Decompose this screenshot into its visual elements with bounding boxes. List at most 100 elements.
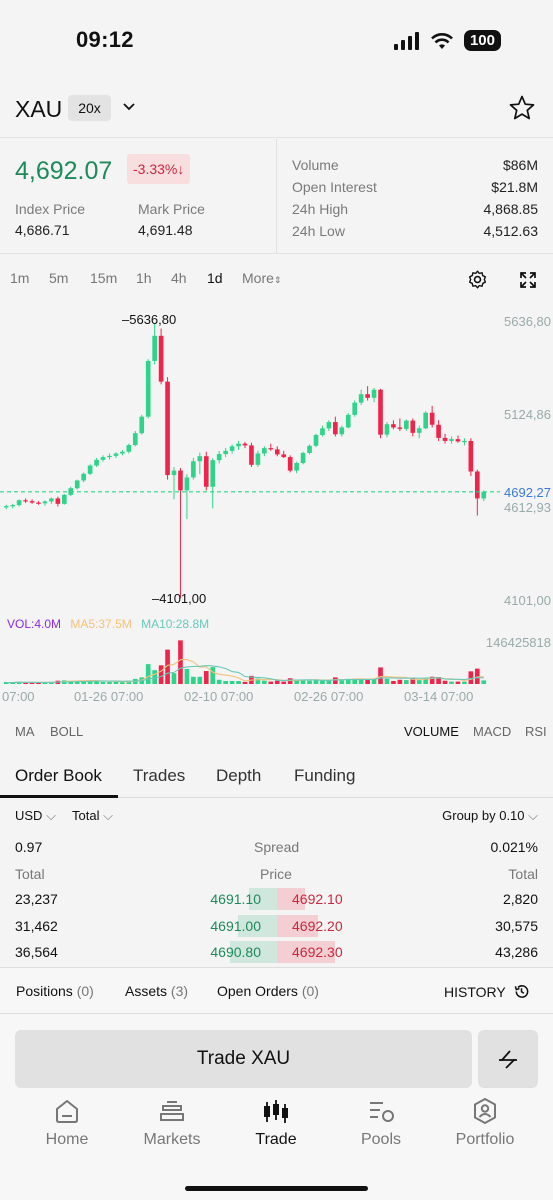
volume-bar — [468, 671, 474, 684]
candle-body — [126, 445, 132, 452]
candle-body — [242, 443, 248, 446]
indicator-rsi[interactable]: RSI — [525, 724, 547, 739]
ask-depth-bar — [277, 888, 305, 910]
nav-trade[interactable]: Trade — [231, 1096, 321, 1149]
tab-funding[interactable]: Funding — [294, 766, 356, 785]
nav-pools[interactable]: Pools — [336, 1096, 426, 1149]
timeframe-1h[interactable]: 1h — [136, 270, 152, 286]
candle-body — [384, 424, 390, 435]
indicator-macd[interactable]: MACD — [473, 724, 512, 739]
candle-body — [300, 452, 306, 464]
volume-bar — [36, 682, 41, 684]
candle-body — [287, 457, 293, 471]
stat-volume: Volume $86M — [292, 157, 538, 173]
candle-body — [171, 470, 177, 476]
spread-row: 0.97 Spread 0.021% — [0, 839, 553, 859]
volume-bar — [120, 682, 125, 684]
timeframe-1d[interactable]: 1d — [207, 270, 223, 286]
total-mode-select[interactable]: Total ⌵ — [72, 808, 113, 824]
timeframe-5m[interactable]: 5m — [49, 270, 69, 286]
volume-bar — [474, 668, 480, 684]
indicator-boll[interactable]: BOLL — [50, 724, 84, 739]
indicator-volume[interactable]: VOLUME — [404, 724, 459, 739]
orderbook-row[interactable]: 23,237 4691.10 4692.10 2,820 — [0, 886, 553, 912]
quick-trade-button[interactable] — [478, 1030, 538, 1088]
ask-price: 4692.20 — [292, 917, 343, 934]
volume-bar — [29, 682, 35, 684]
candle-body — [100, 457, 106, 460]
tab-order-book[interactable]: Order Book — [15, 766, 102, 785]
currency-select[interactable]: USD ⌵ — [15, 808, 56, 824]
orderbook-rows: 23,237 4691.10 4692.10 2,820 31,462 4691.00 46… — [0, 886, 553, 966]
star-icon[interactable] — [508, 94, 536, 122]
timeframe-more[interactable]: More⇕ — [242, 270, 281, 286]
ask-total: 2,820 — [502, 891, 538, 907]
orderbook-row[interactable]: 31,462 4691.00 4692.20 30,575 — [0, 913, 553, 939]
nav-home[interactable]: Home — [22, 1096, 112, 1149]
ask-price: 4692.10 — [292, 891, 343, 907]
volume-bar — [216, 679, 222, 684]
x-axis-label: 01-26 07:00 — [74, 689, 144, 704]
candle-body — [216, 454, 222, 461]
symbol-name[interactable]: XAU — [15, 96, 63, 122]
volume-bar — [416, 679, 422, 684]
orderbook-row[interactable]: 36,564 4690.80 4692.30 43,286 — [0, 939, 553, 965]
volume-bar — [145, 664, 151, 684]
header-total-right: Total — [508, 866, 538, 882]
timeframe-15m[interactable]: 15m — [90, 270, 118, 286]
current-price-label: 4692,27 — [504, 485, 551, 500]
stat-24h-high: 24h High 4,868.85 — [292, 201, 538, 217]
timeframe-bar: 1m 5m 15m 1h 4h 1d More⇕ — [0, 270, 553, 292]
stat-value: $86M — [502, 157, 538, 173]
volume-bar — [152, 670, 157, 684]
volume-bar — [300, 679, 306, 684]
bottom-nav: Home Markets Trade Pools Portfolio — [0, 1096, 553, 1166]
home-indicator — [185, 1186, 368, 1191]
leverage-badge[interactable]: 20x — [68, 95, 111, 121]
volume-bar — [455, 681, 461, 684]
tab-label: Open Orders — [217, 983, 298, 999]
candle-body — [307, 445, 312, 453]
battery-indicator: 100 — [463, 30, 501, 51]
history-button[interactable]: HISTORY — [444, 983, 530, 1000]
volume-bar — [178, 640, 183, 684]
bid-price: 4691.10 — [210, 891, 261, 907]
trade-candles-icon — [264, 1100, 288, 1123]
low-marker-value: 4101,00 — [159, 591, 207, 606]
candle-body — [391, 424, 396, 428]
volume-bar — [481, 680, 487, 684]
tab-open-orders[interactable]: Open Orders (0) — [217, 983, 319, 999]
vol-label: VOL:4.0M — [7, 617, 62, 631]
candle-body — [223, 450, 228, 455]
candlestick-chart[interactable] — [0, 300, 553, 715]
indicator-ma[interactable]: MA — [15, 724, 35, 739]
candle-body — [61, 494, 67, 504]
volume-bar — [87, 680, 93, 684]
ma10-label: MA10:28.8M — [141, 617, 210, 631]
chevron-down-icon: ⌵ — [46, 808, 56, 823]
candle-body — [333, 422, 338, 435]
nav-markets[interactable]: Markets — [127, 1096, 217, 1149]
nav-portfolio[interactable]: Portfolio — [440, 1096, 530, 1149]
timeframe-4h[interactable]: 4h — [171, 270, 187, 286]
expand-icon[interactable] — [518, 270, 538, 290]
candle-body — [255, 453, 261, 465]
volume-bar — [326, 680, 332, 684]
timeframe-1m[interactable]: 1m — [10, 270, 30, 286]
candle-body — [16, 500, 22, 506]
candle-body — [423, 412, 429, 429]
gear-icon[interactable] — [467, 269, 488, 290]
trade-button[interactable]: Trade XAU — [15, 1030, 472, 1088]
group-by-select[interactable]: Group by 0.10 ⌵ — [442, 808, 538, 824]
candle-body — [416, 428, 422, 433]
tab-depth[interactable]: Depth — [216, 766, 262, 785]
volume-bar — [358, 678, 364, 684]
tab-trades[interactable]: Trades — [133, 766, 186, 785]
candle-body — [410, 420, 416, 433]
price-chart[interactable]: 5636,80 5124,86 4692,27 4612,93 4101,00 … — [0, 300, 553, 715]
volume-bar — [23, 682, 28, 684]
tab-assets[interactable]: Assets (3) — [125, 983, 188, 999]
candle-body — [42, 501, 48, 504]
tab-positions[interactable]: Positions (0) — [16, 983, 94, 999]
chevron-down-icon[interactable] — [122, 100, 136, 114]
